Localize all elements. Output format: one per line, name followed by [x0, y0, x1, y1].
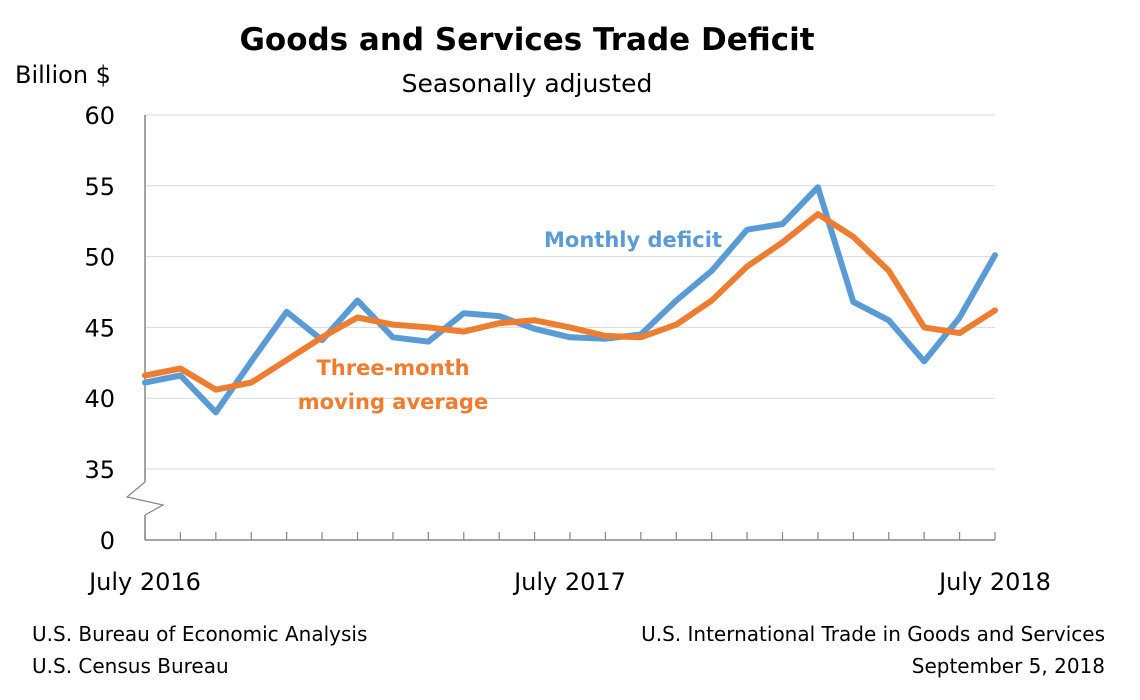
x-tick-label: July 2016 — [87, 568, 201, 596]
footer-release-title: U.S. International Trade in Goods and Se… — [641, 622, 1105, 646]
chart-title: Goods and Services Trade Deficit — [239, 22, 814, 58]
axis-break-icon — [127, 482, 163, 515]
y-tick-label: 60 — [84, 102, 115, 130]
y-tick-label: 55 — [84, 173, 115, 201]
footer-release-date: September 5, 2018 — [912, 654, 1105, 678]
monthly-deficit-line — [145, 187, 995, 412]
legend-monthly-deficit: Monthly deficit — [544, 228, 722, 252]
legend-moving-average-line2: moving average — [298, 390, 488, 414]
y-tick-label: 50 — [84, 244, 115, 272]
x-tick-label: July 2018 — [937, 568, 1051, 596]
y-tick-label: 0 — [100, 527, 115, 555]
x-tick-label: July 2017 — [512, 568, 626, 596]
legend-moving-average-line1: Three-month — [316, 356, 469, 380]
y-axis-label: Billion $ — [15, 61, 111, 89]
chart-subtitle: Seasonally adjusted — [402, 69, 653, 98]
y-tick-label: 40 — [84, 385, 115, 413]
footer-source-1: U.S. Bureau of Economic Analysis — [32, 622, 367, 646]
y-tick-label: 35 — [84, 456, 115, 484]
footer-source-2: U.S. Census Bureau — [32, 654, 229, 678]
y-tick-label: 45 — [84, 314, 115, 342]
